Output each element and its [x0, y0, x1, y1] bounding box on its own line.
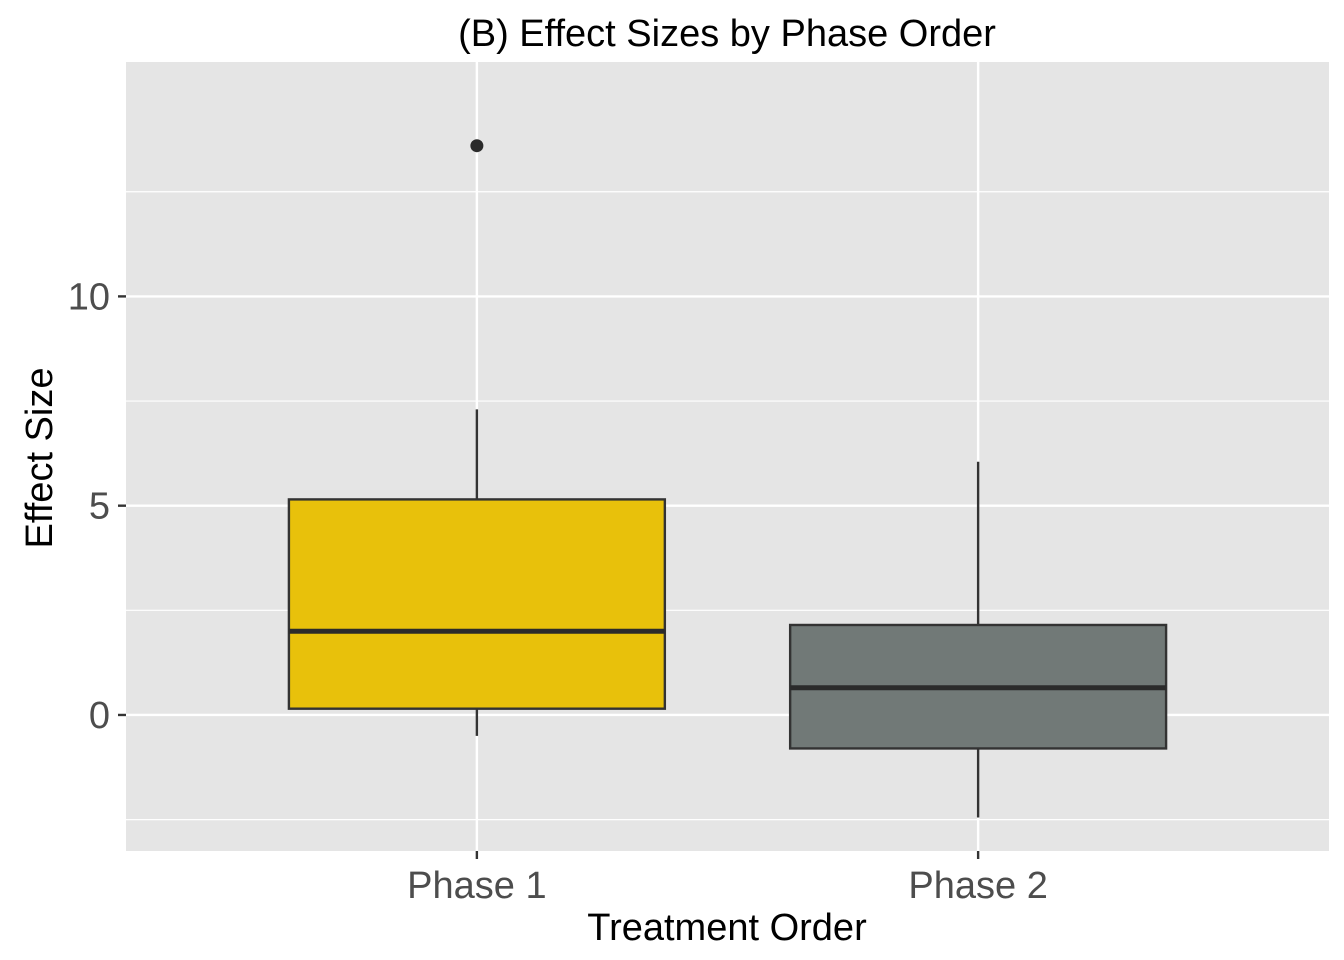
y-tick-label: 10: [68, 276, 110, 318]
chart-title: (B) Effect Sizes by Phase Order: [458, 13, 996, 55]
x-axis: Phase 1 Phase 2: [407, 851, 1048, 907]
box-series: [287, 139, 1168, 818]
y-axis: 0 5 10: [68, 276, 126, 737]
y-tick-label: 0: [89, 695, 110, 737]
box-phase-2: [788, 461, 1168, 818]
y-tick-label: 5: [89, 486, 110, 528]
y-axis-title: Effect Size: [19, 368, 61, 549]
box-phase-1: [287, 139, 667, 736]
outlier-point: [470, 139, 484, 153]
x-tick-label: Phase 2: [908, 865, 1047, 907]
box-iqr: [287, 498, 667, 710]
x-axis-title: Treatment Order: [587, 907, 867, 949]
x-tick-label: Phase 1: [407, 865, 546, 907]
